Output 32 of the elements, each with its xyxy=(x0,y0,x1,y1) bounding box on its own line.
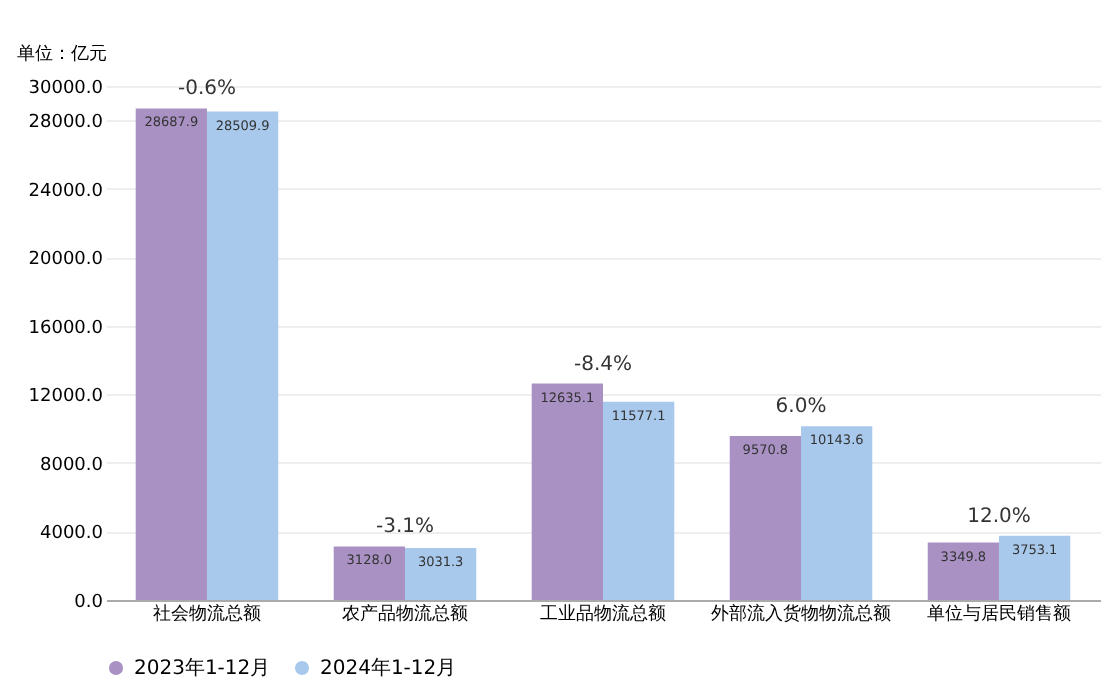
y-tick-label: 0.0 xyxy=(74,593,104,613)
y-tick-label: 16000.0 xyxy=(28,318,104,339)
legend-label: 2023年1-12月 xyxy=(134,656,271,680)
annotation: 6.0% xyxy=(775,396,827,419)
y-tick-label: 8000.0 xyxy=(40,455,104,476)
y-tick-label: 24000.0 xyxy=(28,181,104,202)
x-tick-label: 外部流入货物物流总额 xyxy=(711,603,892,625)
bar xyxy=(729,436,802,600)
annotation: 12.0% xyxy=(967,505,1031,528)
y-tick-label: 12000.0 xyxy=(28,387,104,408)
annotation: -3.1% xyxy=(375,516,435,539)
annotation: -8.4% xyxy=(573,353,633,376)
bar xyxy=(801,426,873,600)
x-tick-label: 工业品物流总额 xyxy=(540,603,666,625)
x-tick-label: 单位与居民销售额 xyxy=(927,603,1072,625)
bar xyxy=(603,401,675,600)
legend-label: 2024年1-12月 xyxy=(320,656,457,680)
bar xyxy=(333,546,405,600)
x-tick-label: 农产品物流总额 xyxy=(341,603,468,625)
annotation: -0.6% xyxy=(177,78,236,101)
bar xyxy=(206,111,279,600)
y-tick-label: 4000.0 xyxy=(40,524,104,545)
bar xyxy=(999,535,1071,600)
x-tick-label: 社会物流总额 xyxy=(152,603,261,625)
bar xyxy=(404,548,477,600)
bar xyxy=(927,542,1000,600)
y-axis-title: 单位：亿元 xyxy=(17,43,107,65)
y-tick-label: 30000.0 xyxy=(28,79,104,99)
bar xyxy=(135,108,207,600)
y-tick-label: 20000.0 xyxy=(28,250,104,271)
y-tick-label: 28000.0 xyxy=(28,113,104,134)
bar xyxy=(531,383,603,600)
